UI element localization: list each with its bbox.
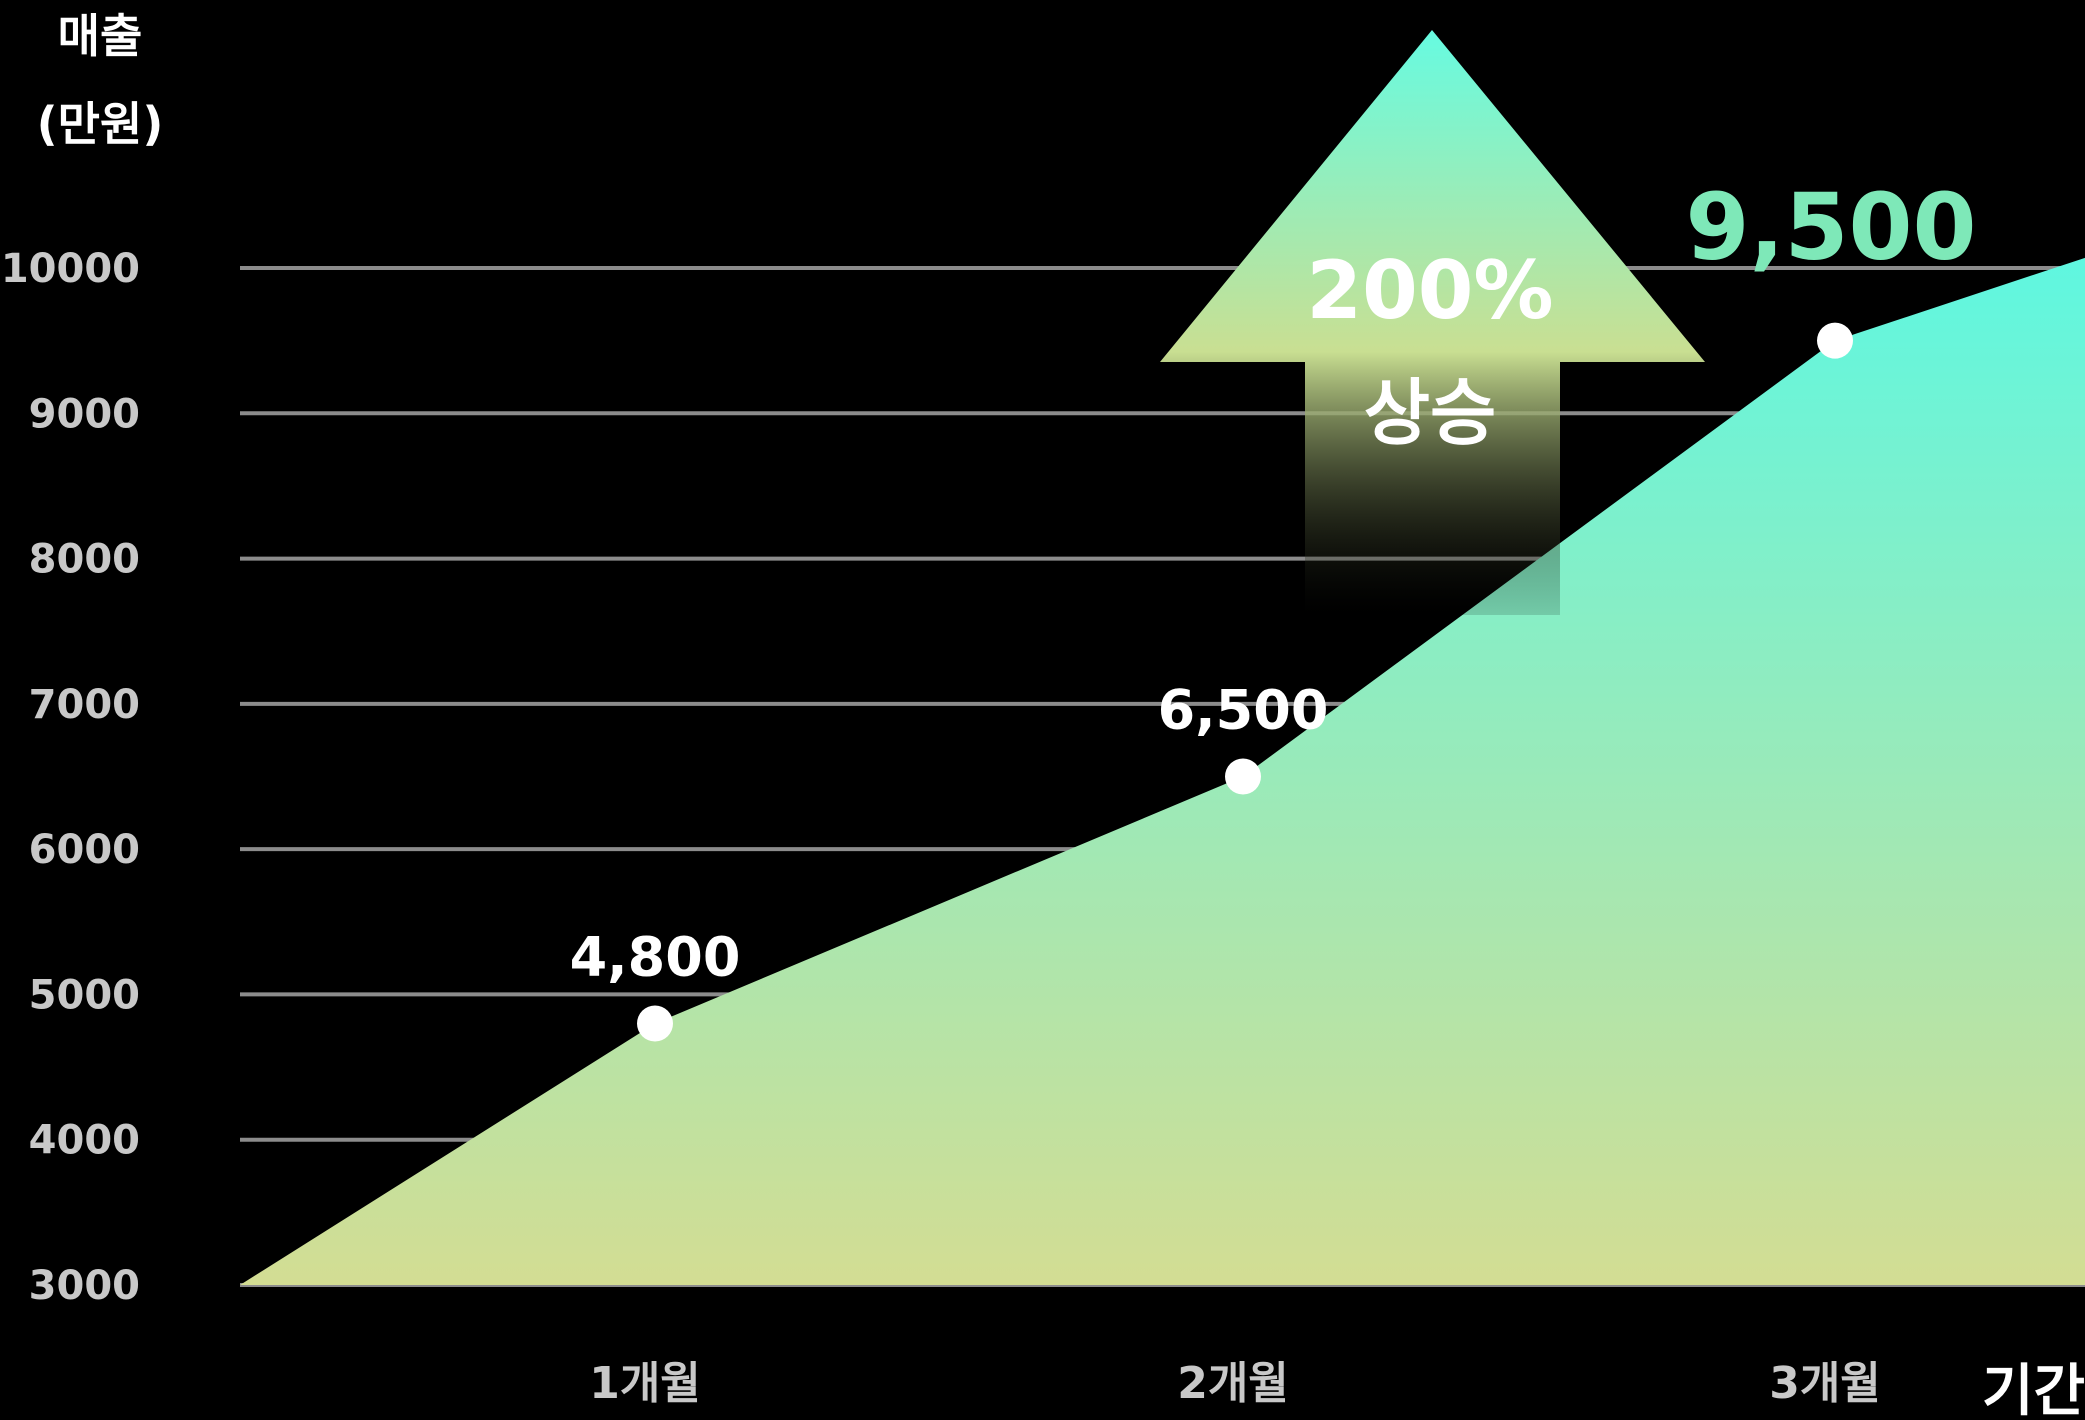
x-tick-labels: 1개월 2개월 3개월: [589, 1358, 1881, 1409]
x-tick-label: 3개월: [1769, 1358, 1881, 1409]
y-tick-label: 8000: [29, 537, 140, 583]
area-series-fill: [240, 257, 2085, 1285]
y-tick-label: 5000: [29, 972, 140, 1018]
annotation-percent: 200%: [1306, 244, 1553, 337]
y-tick-labels: 10000 9000 8000 7000 6000 5000 4000 3000: [1, 246, 140, 1309]
data-point: [637, 1005, 673, 1042]
data-point: [1817, 322, 1853, 359]
y-tick-label: 4000: [29, 1118, 140, 1164]
y-axis-title-line1: 매출: [58, 9, 143, 63]
data-value-label: 4,800: [570, 925, 741, 988]
x-axis-title: 기간: [1982, 1359, 2085, 1420]
y-tick-label: 6000: [29, 827, 140, 873]
y-axis-title-line2: (만원): [37, 97, 164, 151]
annotation-text: 상승: [1364, 371, 1496, 455]
data-points: 4,800 6,500 9,500: [570, 174, 1977, 1042]
increase-arrow: 200% 상승: [1160, 30, 1705, 615]
y-tick-label: 10000: [1, 246, 140, 292]
x-tick-label: 2개월: [1177, 1358, 1289, 1409]
y-tick-label: 3000: [29, 1263, 140, 1309]
y-tick-label: 9000: [29, 391, 140, 437]
up-arrow-icon: [1160, 30, 1705, 615]
data-point: [1225, 758, 1261, 795]
data-value-label: 6,500: [1158, 679, 1329, 742]
y-tick-label: 7000: [29, 682, 140, 728]
x-tick-label: 1개월: [589, 1358, 701, 1409]
data-value-label: 9,500: [1685, 174, 1976, 281]
